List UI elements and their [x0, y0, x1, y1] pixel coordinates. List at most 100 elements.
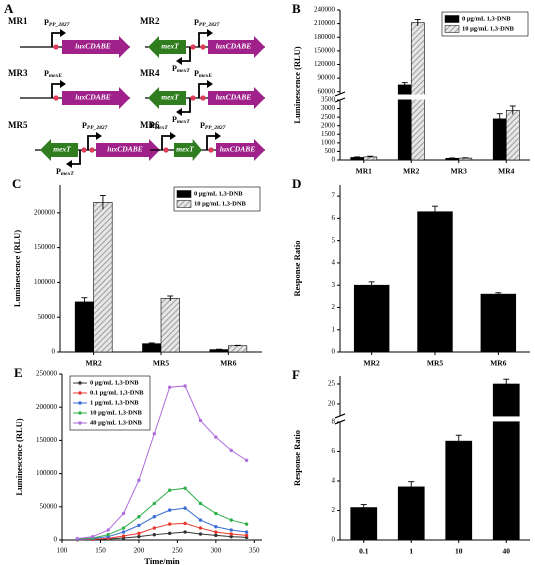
promoter-head [207, 80, 213, 88]
series-line [77, 385, 247, 540]
point [137, 523, 141, 528]
point [183, 530, 187, 534]
point [167, 488, 172, 492]
y-tick-label: 8 [332, 418, 336, 426]
bar [93, 202, 113, 353]
panel-label: F [292, 367, 300, 382]
site-dot [53, 44, 59, 50]
y-tick-label: 7 [332, 192, 336, 200]
gene-arrow [40, 139, 78, 161]
y-axis-label: Luminescence (RLU) [12, 230, 22, 307]
gene-arrow [174, 139, 202, 161]
promoter-arrow [71, 150, 81, 165]
promoter-subscript: mexE [49, 73, 62, 79]
y-tick-label: 3 [332, 281, 336, 289]
point [152, 526, 157, 530]
bar [160, 298, 180, 353]
y-tick-label: 150000 [34, 243, 56, 251]
y-tick-label: 2500 [321, 113, 336, 121]
y-tick-label: 0 [52, 348, 56, 356]
x-tick-label: MR2 [364, 359, 380, 368]
promoter-subscript: PP_2827 [199, 22, 220, 28]
promoter-label: PmexE [194, 69, 212, 79]
legend-marker [78, 411, 82, 415]
point [183, 521, 187, 526]
bar [492, 383, 520, 541]
point [137, 478, 141, 482]
point [244, 533, 249, 538]
site-dot [163, 147, 169, 153]
legend-marker [78, 391, 82, 395]
point [152, 432, 157, 436]
x-tick-label: MR6 [490, 359, 506, 368]
axis-break-gap [336, 94, 530, 100]
x-tick-label: MR5 [427, 359, 443, 368]
promoter-label: PmexT [172, 64, 190, 74]
panel-label: D [292, 176, 301, 191]
promoter-label: PmexT [150, 121, 168, 131]
y-tick-label: 500 [325, 147, 336, 155]
gene-arrow [96, 139, 160, 161]
point [152, 501, 157, 506]
point [75, 536, 80, 541]
promoter-subscript: PP_2827 [205, 125, 226, 131]
y-tick-label: 2000 [321, 121, 336, 129]
gene-name: luxCDABE [107, 145, 142, 154]
legend-swatch [444, 25, 460, 33]
point [106, 528, 110, 532]
point [91, 534, 95, 539]
point [198, 532, 203, 536]
x-tick-label: MR4 [498, 167, 514, 176]
point [198, 526, 203, 530]
legend-label: 1 μg/mL 1,3-DNB [90, 399, 139, 406]
site-dot [200, 95, 206, 101]
legend-label: 10 μg/mL 1,3-DNB [194, 200, 247, 207]
point [214, 435, 218, 439]
construct-name: MR6 [140, 120, 160, 130]
y-tick-label: 100000 [36, 469, 58, 477]
panel-label: A [4, 1, 14, 16]
point [183, 486, 187, 490]
gene-name: mexT [53, 145, 71, 154]
point [167, 508, 172, 512]
point [152, 532, 157, 537]
gene-name: luxCDABE [75, 42, 110, 51]
y-tick-label: 20 [328, 400, 336, 408]
x-tick-label: MR2 [86, 359, 102, 368]
y-tick-label: 210000 [314, 19, 336, 27]
point [198, 518, 203, 522]
gene-name: luxCDABE [216, 42, 251, 51]
series-line [77, 487, 247, 540]
y-tick-label: 50000 [38, 313, 56, 321]
gene-name: mexT [161, 93, 179, 102]
axis-break-mark [334, 97, 346, 103]
y-tick-label: 0 [54, 536, 58, 544]
y-tick-label: 200000 [36, 403, 58, 411]
point [229, 518, 233, 522]
gene-arrow [62, 36, 130, 58]
site-dot [190, 44, 196, 50]
promoter-arrow [198, 32, 208, 47]
point [214, 530, 218, 534]
legend-marker [78, 401, 82, 405]
legend-label: 10 μg/mL 1,3-DNB [90, 409, 143, 416]
gene-name: mexT [176, 145, 194, 154]
bar [74, 301, 94, 353]
point [121, 530, 126, 534]
y-tick-label: 100000 [34, 278, 56, 286]
bar [350, 507, 378, 541]
point [229, 534, 233, 539]
promoter-letter: P [194, 69, 199, 78]
x-tick-label: 200 [134, 547, 145, 555]
gene-arrow [148, 87, 186, 109]
construct-name: MR1 [8, 16, 28, 26]
legend-label: 40 μg/mL 1,3-DNB [90, 419, 143, 426]
point [198, 418, 203, 423]
promoter-letter: P [194, 18, 199, 27]
y-tick-label: 90000 [318, 74, 336, 82]
construct-name: MR4 [140, 68, 160, 78]
promoter-letter: P [82, 121, 87, 130]
x-tick-label: 150 [95, 547, 106, 555]
series-line [77, 531, 247, 541]
promoter-arrow [87, 135, 97, 150]
